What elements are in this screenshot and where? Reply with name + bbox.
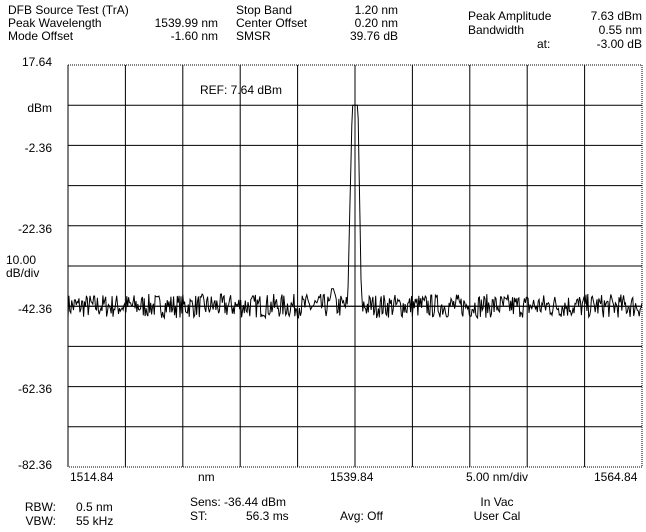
peak-amplitude-label: Peak Amplitude <box>468 9 552 23</box>
smsr-label: SMSR <box>236 29 271 43</box>
vbw-value: 55 kHz <box>76 514 114 528</box>
y-unit-dbm: dBm <box>27 101 52 115</box>
peak-wavelength-label: Peak Wavelength <box>8 16 102 30</box>
ref-label: REF: 7.64 dBm <box>200 83 283 97</box>
test-title: DFB Source Test (TrA) <box>8 3 129 17</box>
rbw-label: RBW: <box>24 500 56 514</box>
center-offset-value: 0.20 nm <box>354 16 398 30</box>
mode-offset-label: Mode Offset <box>8 29 74 43</box>
vbw-label: VBW: <box>25 514 56 528</box>
bandwidth-value: 0.55 nm <box>598 23 642 37</box>
in-vac: In Vac <box>480 495 514 509</box>
y-tick-top: 17.64 <box>21 55 52 69</box>
x-tick-end: 1564.84 <box>594 470 638 484</box>
y-scale-value: 10.00 <box>6 253 37 267</box>
peak-wavelength-value: 1539.99 nm <box>154 16 218 30</box>
peak-amplitude-value: 7.63 dBm <box>590 9 642 23</box>
center-offset-label: Center Offset <box>236 16 308 30</box>
stop-band-label: Stop Band <box>236 3 293 17</box>
user-cal: User Cal <box>473 509 521 523</box>
x-scale: 5.00 nm/div <box>466 470 529 484</box>
at-value: -3.00 dB <box>596 37 642 51</box>
x-tick-start: 1514.84 <box>70 470 114 484</box>
stop-band-value: 1.20 nm <box>354 3 398 17</box>
y-tick-minus2: -2.36 <box>24 141 52 155</box>
y-tick-minus42: -42.36 <box>17 302 52 316</box>
x-unit-nm: nm <box>198 470 215 484</box>
spectrum-trace <box>67 104 643 320</box>
sweep-time-value: 56.3 ms <box>246 509 289 523</box>
at-label: at: <box>537 37 551 51</box>
y-scale-unit: dB/div <box>6 266 40 280</box>
smsr-value: 39.76 dB <box>349 29 398 43</box>
sweep-time-label: ST: <box>190 509 208 523</box>
rbw-value: 0.5 nm <box>76 500 113 514</box>
bandwidth-label: Bandwidth <box>468 23 525 37</box>
sensitivity: Sens: -36.44 dBm <box>190 495 287 509</box>
y-tick-minus62: -62.36 <box>17 382 52 396</box>
averaging: Avg: Off <box>340 509 383 523</box>
y-tick-minus22: -22.36 <box>17 222 52 236</box>
y-tick-bottom: -82.36 <box>17 458 52 472</box>
mode-offset-value: -1.60 nm <box>170 29 218 43</box>
x-tick-center: 1539.84 <box>330 470 374 484</box>
